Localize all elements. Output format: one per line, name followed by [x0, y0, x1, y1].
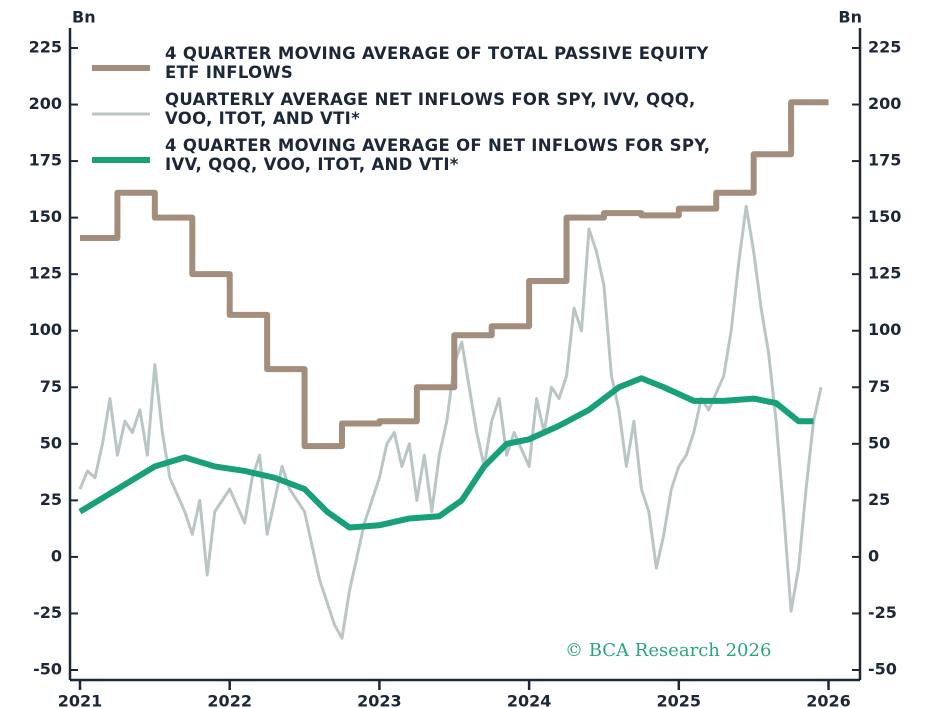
y-tick-label: 50: [40, 433, 62, 452]
x-tick-label: 2025: [657, 692, 702, 708]
y2-tick-label: 225: [868, 38, 901, 57]
x-tick-label: 2022: [207, 692, 252, 708]
y2-tick-label: 150: [868, 207, 901, 226]
x-tick-label: 2026: [806, 692, 851, 708]
x-tick-label: 2024: [507, 692, 552, 708]
y2-tick-label: 0: [868, 546, 879, 565]
y-tick-label: 175: [29, 151, 62, 170]
series-line: [78, 375, 814, 531]
legend-label: QUARTERLY AVERAGE NET INFLOWS FOR SPY, I…: [165, 90, 696, 128]
y-axis-label-left: Bn: [72, 8, 96, 27]
y2-tick-label: 75: [868, 377, 890, 396]
y2-tick-label: 50: [868, 433, 890, 452]
y-axis-label-right: Bn: [838, 8, 862, 27]
y2-tick-label: 125: [868, 264, 901, 283]
y-tick-label: 125: [29, 264, 62, 283]
legend-label: 4 QUARTER MOVING AVERAGE OF TOTAL PASSIV…: [165, 44, 709, 82]
y-tick-label: 200: [29, 94, 62, 113]
y2-tick-label: 175: [868, 151, 901, 170]
series-line: [80, 99, 829, 450]
y2-tick-label: 200: [868, 94, 901, 113]
y-tick-label: -25: [33, 603, 62, 622]
y2-tick-label: 25: [868, 490, 890, 509]
x-tick-label: 2021: [58, 692, 103, 708]
y2-tick-label: -50: [868, 660, 897, 679]
y2-tick-label: -25: [868, 603, 897, 622]
y2-tick-label: 100: [868, 320, 901, 339]
series-line: [78, 204, 823, 640]
y-tick-label: 225: [29, 38, 62, 57]
annotation: © BCA Research 2026: [565, 640, 772, 661]
y-tick-label: 75: [40, 377, 62, 396]
y-tick-label: 25: [40, 490, 62, 509]
y-tick-label: 100: [29, 320, 62, 339]
y-tick-label: -50: [33, 660, 62, 679]
legend-label: 4 QUARTER MOVING AVERAGE OF NET INFLOWS …: [165, 136, 711, 174]
y-tick-label: 150: [29, 207, 62, 226]
y-tick-label: 0: [51, 546, 62, 565]
x-tick-label: 2023: [357, 692, 402, 708]
